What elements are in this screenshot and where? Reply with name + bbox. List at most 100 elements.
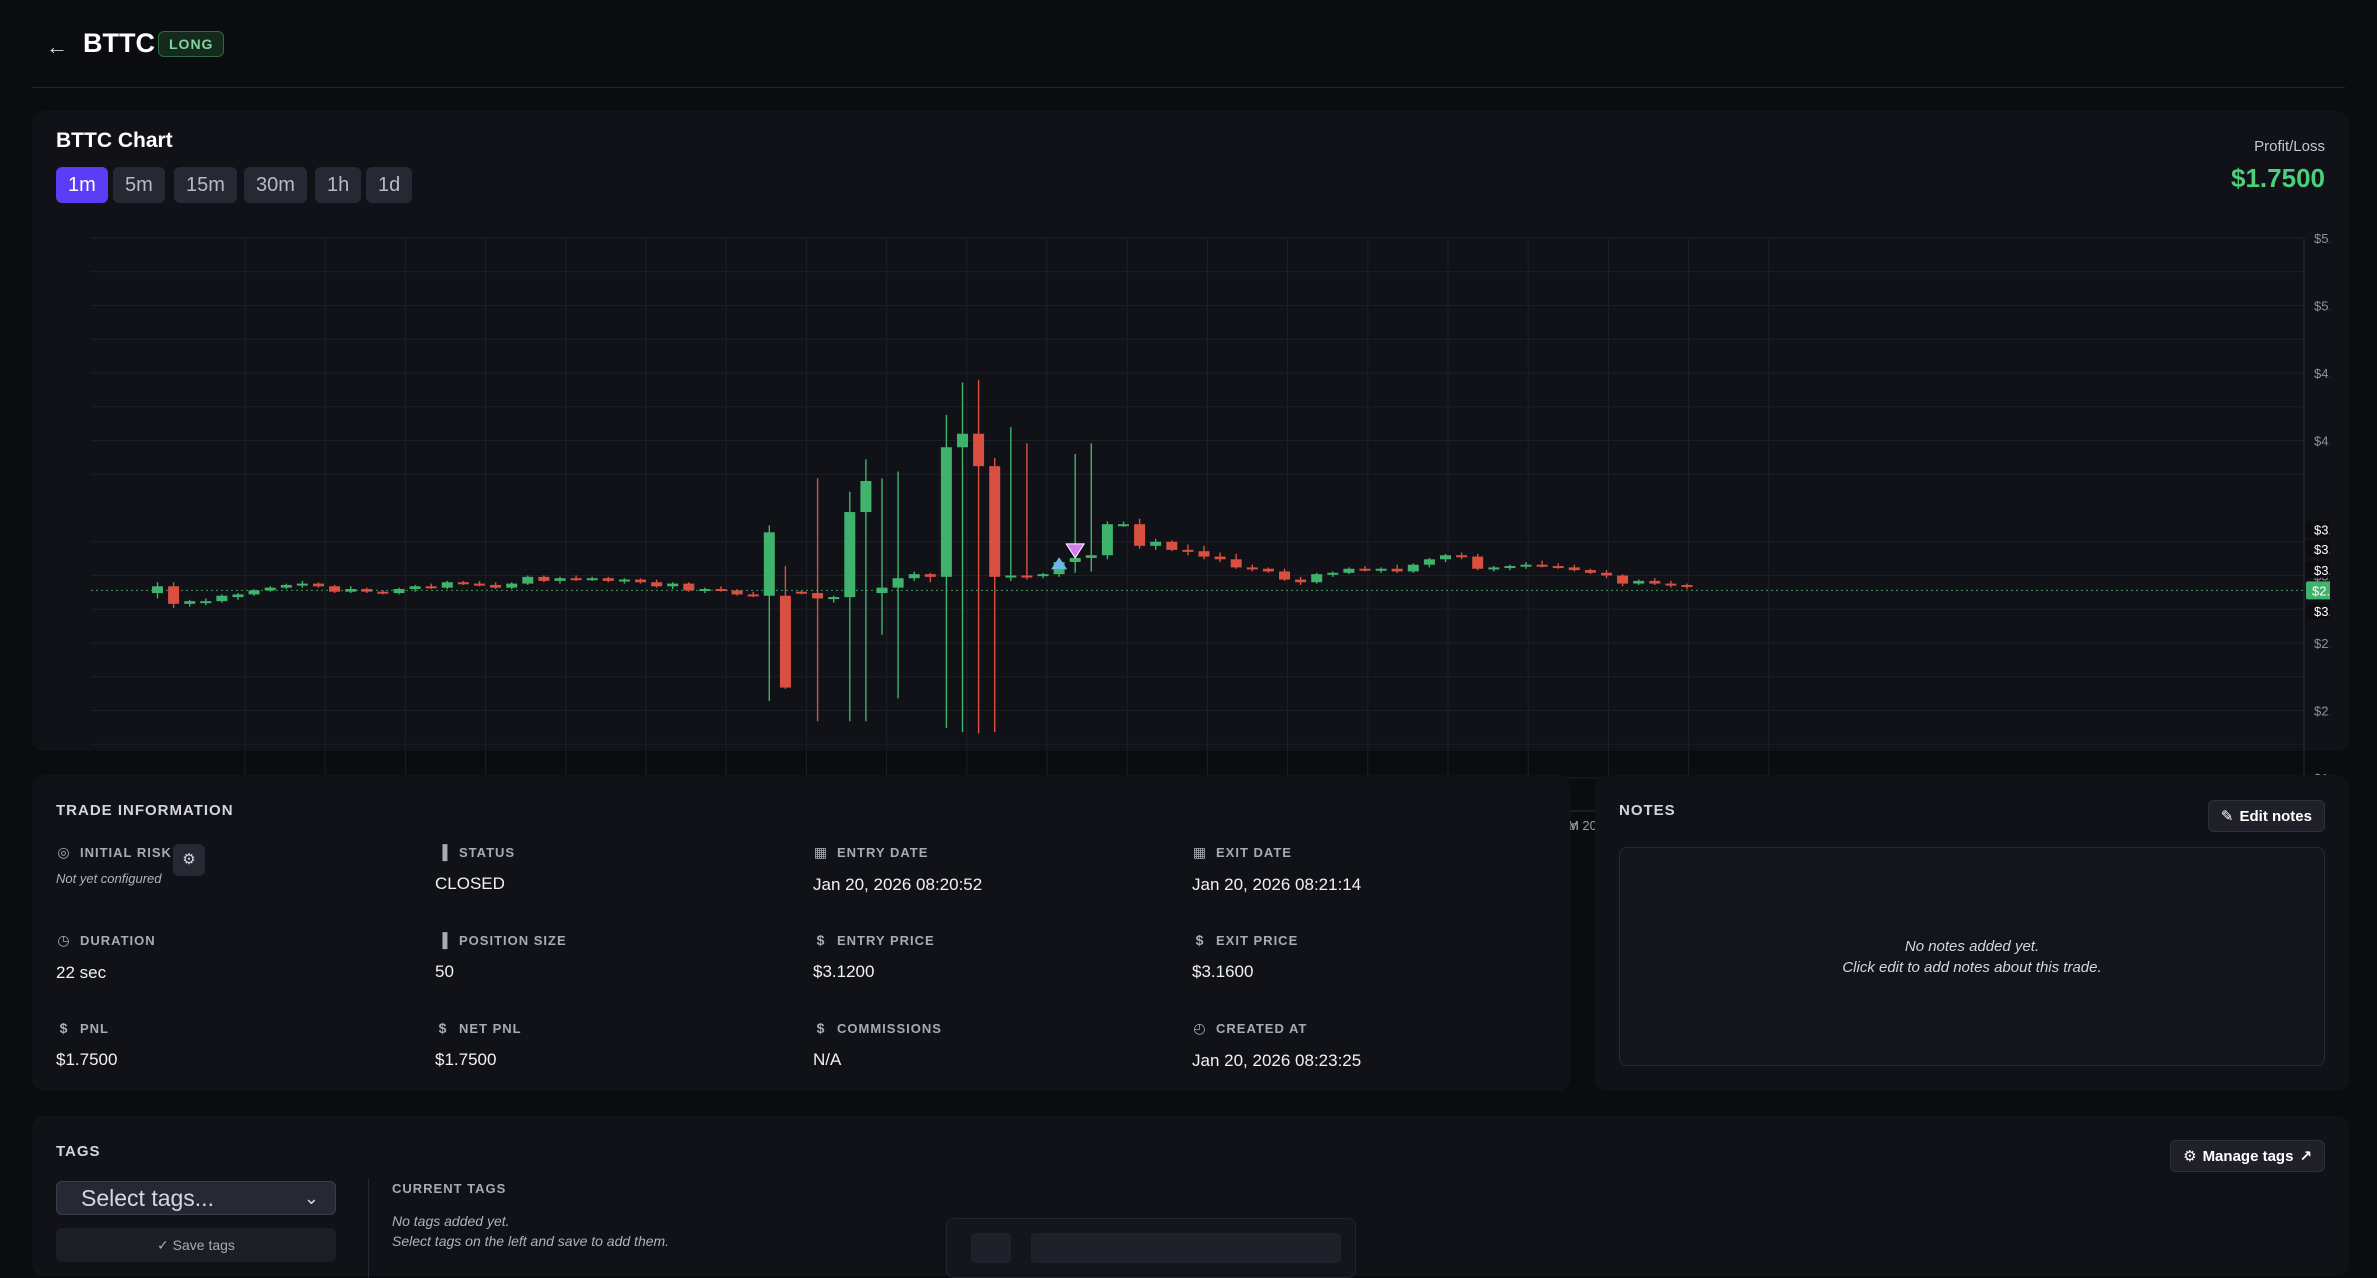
candle [216,594,228,603]
field-net-pnl: $ NET PNL $1.7500 [435,1020,795,1070]
candle [602,576,614,583]
field-label-text: CREATED AT [1216,1021,1308,1036]
candle [1214,552,1226,562]
candle [747,591,759,598]
field-label: ◎ INITIAL RISK [56,844,416,861]
field-label-text: INITIAL RISK [80,845,172,860]
candle [1568,564,1580,572]
trade-information-title: TRADE INFORMATION [56,802,234,819]
candle [554,576,566,584]
candle [1407,563,1419,573]
field-label: $ ENTRY PRICE [813,932,1173,948]
candle [313,582,324,588]
field-label: $ NET PNL [435,1020,795,1036]
price-tag: $3.12 [2306,602,2330,619]
candle [1456,552,1468,560]
candle [457,580,469,585]
pencil-icon: ✎ [2220,808,2234,825]
candle [200,598,212,606]
chevron-down-icon: ⌄ [303,1188,319,1208]
price-tag: $3.15 [2306,561,2330,578]
exit-marker[interactable] [1065,543,1086,559]
timeframe-1m[interactable]: 1m [56,167,108,203]
candle [1262,567,1274,573]
timeframe-30m[interactable]: 30m [244,167,307,203]
candle [1134,518,1146,549]
tags-empty-line2: Select tags on the left and save to add … [392,1233,670,1249]
edit-notes-label: Edit notes [2239,808,2312,825]
back-arrow-icon[interactable]: ← [46,34,68,59]
side-badge: LONG [158,31,225,57]
candle [940,414,952,729]
configure-risk-gear-icon[interactable]: ⚙ [173,844,205,876]
candle [1101,521,1113,560]
candle [828,595,840,603]
candle [1182,544,1194,556]
candle [329,584,341,594]
edit-notes-button[interactable]: ✎ Edit notes [2207,800,2325,832]
field-label-text: STATUS [459,844,516,860]
field-value: $3.1200 [813,962,875,981]
field-label: $ COMMISSIONS [813,1020,1173,1036]
chart-title: BTTC Chart [56,129,173,152]
y-tick-label: $4.50 [2314,366,2330,381]
page-header: ← BTTC LONG [32,0,2345,88]
dollar-icon: $ [438,1020,448,1036]
candle [1681,583,1693,589]
candle [490,582,502,589]
timer-icon: ◷ [57,932,71,948]
bar-chart-icon: ▐ [437,844,449,860]
svg-text:$3.15: $3.15 [2314,563,2330,578]
candle [699,587,711,594]
timeframe-1h[interactable]: 1h [315,167,362,203]
profit-loss-value: $1.7500 [2231,163,2325,193]
notes-title: NOTES [1619,802,1676,819]
last-price-tag: $2.89 [2306,581,2330,600]
candle [683,582,695,592]
manage-tags-button[interactable]: ⚙ Manage tags ↗ [2170,1140,2325,1172]
candle [393,587,405,595]
entry-marker[interactable] [1051,557,1068,570]
candle [796,590,807,595]
candle [715,586,727,592]
field-commissions: $ COMMISSIONS N/A [813,1020,1173,1070]
check-circle-icon: ◎ [57,844,71,860]
dollar-icon: $ [816,1020,826,1036]
field-value: 50 [435,962,454,981]
price-tag: $3.16 [2306,540,2330,557]
price-chart[interactable]: $5.50$5.00$4.50$4.00$3.00$2.50$2.00$1.50… [60,228,2330,838]
candle [1230,553,1242,569]
candle [1488,566,1500,572]
field-value: $3.1600 [1192,962,1254,981]
candle [361,587,373,594]
candle [1504,564,1516,571]
candle [618,578,630,584]
candle [1359,566,1371,572]
candle [586,576,598,581]
candle [667,582,679,589]
candle [812,478,824,722]
candle [1279,568,1290,581]
field-label: ◷ DURATION [56,932,416,949]
check-icon: ✓ [157,1237,173,1253]
timeframe-5m[interactable]: 5m [113,167,165,203]
field-value: 22 sec [56,963,107,982]
bar-chart-icon: ▐ [437,932,449,948]
field-duration: ◷ DURATION 22 sec [56,932,416,983]
timeframe-1d[interactable]: 1d [366,167,413,203]
candle [651,579,663,588]
notes-box[interactable]: No notes added yet. Click edit to add no… [1619,847,2325,1066]
field-label-text: NET PNL [459,1020,522,1036]
candle [844,491,856,722]
field-label-text: PNL [80,1020,109,1036]
tags-empty-line1: No tags added yet. [392,1213,510,1229]
candle [296,580,308,588]
dollar-icon: $ [59,1020,69,1036]
candle [860,459,872,722]
candle [989,458,1001,733]
calendar-icon: ▦ [1192,844,1208,860]
timeframe-15m[interactable]: 15m [174,167,237,203]
field-value: CLOSED [435,874,505,893]
save-tags-button[interactable]: ✓ Save tags [56,1228,336,1262]
tags-select[interactable]: Select tags... ⌄ [56,1181,336,1215]
